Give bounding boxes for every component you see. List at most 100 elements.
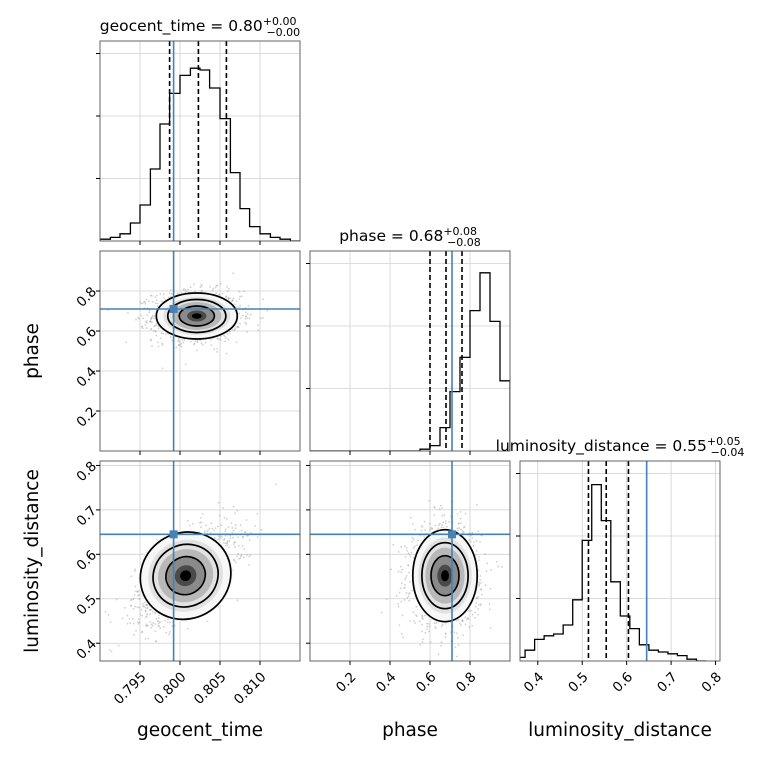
scatter-point (219, 536, 221, 539)
scatter-point (146, 320, 148, 322)
scatter-point (231, 328, 234, 331)
scatter-point (143, 601, 146, 604)
scatter-point (225, 295, 228, 298)
scatter-point (236, 325, 239, 328)
scatter-point (444, 520, 447, 522)
scatter-point (169, 621, 172, 624)
scatter-point (243, 290, 246, 293)
scatter-point (133, 570, 136, 573)
scatter-point (424, 631, 427, 634)
scatter-point (138, 593, 141, 596)
x-tick-label: 0.795 (111, 669, 150, 708)
scatter-point (479, 541, 481, 543)
scatter-point (215, 292, 218, 295)
scatter-point (423, 520, 426, 523)
scatter-point (470, 609, 473, 612)
scatter-point (144, 323, 147, 326)
scatter-point (246, 330, 249, 333)
scatter-point (144, 321, 147, 323)
scatter-point (224, 528, 227, 531)
scatter-point (442, 526, 445, 529)
scatter-point (453, 631, 456, 634)
scatter-point (182, 341, 185, 344)
scatter-point (231, 300, 233, 303)
scatter-point (166, 621, 169, 624)
scatter-point (217, 538, 220, 541)
scatter-point (161, 367, 164, 370)
scatter-point (236, 509, 239, 512)
scatter-point (219, 282, 222, 285)
contour-line (166, 298, 227, 334)
scatter-point (426, 622, 428, 625)
scatter-point (182, 287, 185, 290)
scatter-point (456, 529, 459, 532)
scatter-point (104, 610, 107, 613)
scatter-point (256, 512, 259, 515)
scatter-point (457, 522, 460, 525)
scatter-point (244, 311, 247, 314)
scatter-point (234, 524, 237, 527)
scatter-point (146, 624, 149, 627)
y-axis-label: phase (22, 323, 43, 379)
scatter-point (136, 590, 139, 593)
scatter-point (400, 571, 403, 574)
scatter-point (245, 315, 248, 318)
scatter-point (143, 300, 145, 303)
scatter-point (115, 598, 118, 601)
scatter-point (228, 539, 231, 542)
scatter-point (141, 302, 144, 305)
scatter-point (227, 296, 230, 299)
scatter-point (225, 352, 228, 355)
scatter-point (248, 563, 250, 566)
scatter-point (178, 344, 180, 346)
scatter-point (495, 560, 498, 563)
scatter-point (153, 325, 155, 328)
scatter-point (144, 609, 147, 612)
scatter-point (210, 343, 213, 346)
scatter-point (444, 632, 447, 635)
scatter-point (157, 617, 160, 619)
scatter-point (126, 614, 129, 617)
scatter-point (415, 613, 417, 616)
scatter-point (150, 316, 153, 319)
scatter-point (232, 272, 235, 275)
scatter-point (164, 619, 167, 622)
panel-frame (99, 40, 301, 242)
scatter-point (200, 342, 203, 345)
scatter-point (146, 606, 149, 609)
scatter-point (458, 622, 461, 625)
scatter-point (220, 535, 223, 538)
scatter-point (479, 588, 482, 591)
scatter-point (241, 536, 244, 538)
scatter-point (467, 616, 469, 619)
scatter-point (217, 501, 220, 504)
scatter-point (149, 609, 152, 611)
scatter-point (232, 543, 235, 546)
scatter-point (423, 535, 425, 538)
scatter-point (213, 348, 216, 351)
scatter-point (223, 537, 226, 540)
panel-frame (519, 460, 721, 662)
scatter-point (193, 342, 196, 345)
scatter-point (406, 550, 409, 552)
scatter-point (170, 292, 173, 295)
scatter-point (228, 546, 230, 549)
scatter-point (421, 638, 424, 641)
scatter-point (497, 565, 500, 568)
x-tick-label: 0.810 (231, 669, 270, 708)
x-axis-label: luminosity_distance (528, 720, 712, 741)
density-level (191, 313, 202, 319)
scatter-point (176, 292, 179, 295)
scatter-point (407, 563, 410, 566)
scatter-point (414, 622, 417, 624)
scatter-point (481, 534, 483, 537)
scatter-point (216, 351, 218, 353)
scatter-point (153, 317, 156, 320)
scatter-point (479, 578, 482, 581)
scatter-point (433, 505, 435, 508)
scatter-point (413, 545, 416, 548)
scatter-point (400, 546, 403, 548)
scatter-point (201, 512, 204, 515)
scatter-point (149, 320, 152, 323)
scatter-point (242, 536, 245, 538)
